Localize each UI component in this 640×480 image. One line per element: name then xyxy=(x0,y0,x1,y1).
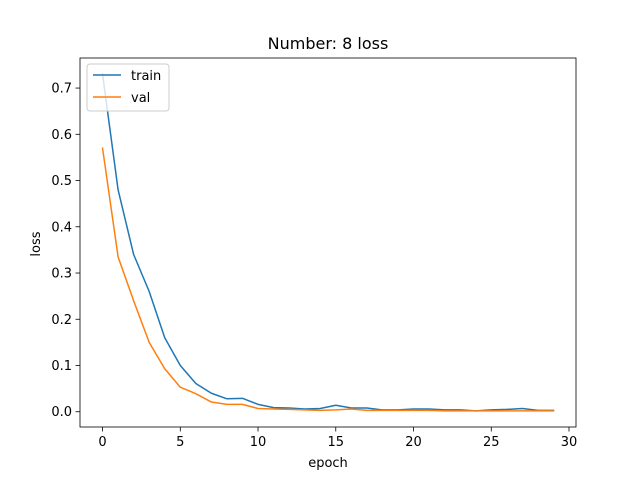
axes: 0 5 10 15 20 25 30 0.0 0.1 0.2 0.3 0.4 0.5 0.6 0.7 xyxy=(51,57,578,450)
x-tick-label: 0 xyxy=(98,435,106,450)
x-tick-label: 30 xyxy=(561,435,578,450)
plot-lines xyxy=(101,73,555,412)
legend-label-train: train xyxy=(131,69,161,84)
x-axis-label: epoch xyxy=(308,456,348,471)
y-axis-label: loss xyxy=(29,231,44,256)
y-tick-label: 0.4 xyxy=(51,220,72,235)
x-tick-label: 10 xyxy=(250,435,267,450)
y-tick-label: 0.2 xyxy=(51,313,72,328)
y-tick-label: 0.0 xyxy=(51,405,72,420)
x-tick-label: 25 xyxy=(483,435,500,450)
series-line-val xyxy=(101,147,555,412)
y-tick-label: 0.7 xyxy=(51,82,72,97)
y-tick-label: 0.5 xyxy=(51,174,72,189)
legend-label-val: val xyxy=(131,91,150,106)
y-tick-label: 0.3 xyxy=(51,267,72,282)
chart-title: Number: 8 loss xyxy=(268,34,389,53)
x-tick-label: 15 xyxy=(328,435,345,450)
x-tick-label: 5 xyxy=(176,435,184,450)
x-tick-label: 20 xyxy=(405,435,422,450)
legend: train val xyxy=(86,63,170,112)
y-tick-label: 0.1 xyxy=(51,359,72,374)
plot-frame xyxy=(79,57,577,428)
y-tick-label: 0.6 xyxy=(51,128,72,143)
